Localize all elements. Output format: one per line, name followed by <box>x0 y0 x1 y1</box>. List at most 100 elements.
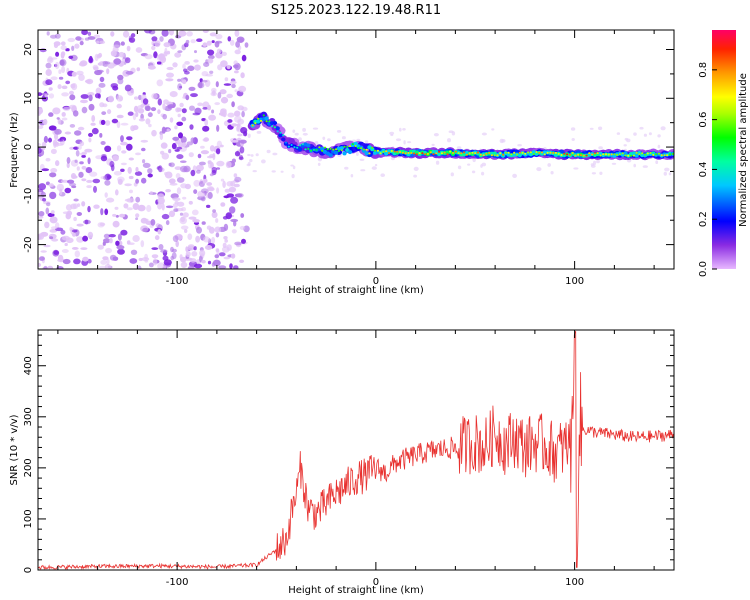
noise-speckle <box>60 45 67 51</box>
noise-speckle <box>85 167 93 174</box>
noise-speckle <box>142 159 146 164</box>
noise-speckle <box>166 128 170 132</box>
noise-speckle <box>45 79 53 86</box>
noise-speckle <box>224 188 231 193</box>
noise-speckle <box>147 65 156 70</box>
noise-speckle <box>94 93 101 99</box>
signal-mark <box>382 150 385 153</box>
noise-speckle <box>135 217 139 220</box>
signal-mark <box>454 150 457 153</box>
noise-speckle <box>234 49 241 55</box>
noise-speckle <box>100 155 108 162</box>
noise-speckle <box>171 142 177 150</box>
signal-mark <box>635 151 638 154</box>
noise-speckle <box>46 57 54 64</box>
noise-speckle <box>140 139 149 143</box>
noise-speckle <box>192 112 201 116</box>
signal-mark <box>412 152 416 155</box>
signal-mark <box>641 152 644 155</box>
noise-speckle <box>87 36 96 40</box>
noise-speckle <box>67 37 76 43</box>
noise-speckle <box>112 44 121 49</box>
noise-speckle <box>223 83 232 86</box>
noise-speckle <box>598 146 603 150</box>
noise-speckle <box>112 220 120 228</box>
noise-speckle <box>215 248 220 253</box>
signal-mark <box>485 152 488 155</box>
noise-speckle <box>230 253 236 259</box>
signal-mark <box>566 153 569 156</box>
noise-speckle <box>87 157 91 165</box>
noise-speckle <box>193 189 198 195</box>
noise-speckle <box>660 126 666 131</box>
noise-speckle <box>359 158 365 161</box>
noise-speckle <box>413 166 419 171</box>
noise-speckle <box>49 229 58 233</box>
noise-speckle <box>156 79 164 87</box>
signal-mark <box>296 146 299 149</box>
signal-mark <box>657 152 661 155</box>
noise-speckle <box>76 236 84 243</box>
noise-speckle <box>48 125 57 131</box>
signal-mark <box>502 153 505 156</box>
noise-speckle <box>181 142 187 147</box>
noise-speckle <box>45 157 51 162</box>
noise-speckle <box>61 112 66 117</box>
noise-speckle <box>623 144 627 147</box>
noise-speckle <box>182 63 186 70</box>
noise-speckle <box>203 62 210 67</box>
noise-speckle <box>115 240 120 246</box>
noise-speckle <box>103 175 107 180</box>
signal-mark <box>666 154 669 157</box>
noise-speckle <box>45 207 50 215</box>
noise-speckle <box>633 163 636 168</box>
signal-mark <box>599 154 602 157</box>
noise-speckle <box>212 259 221 267</box>
noise-speckle <box>48 93 55 99</box>
noise-speckle <box>134 171 143 176</box>
noise-speckle <box>169 91 178 98</box>
signal-mark <box>321 149 324 152</box>
x-tick-label: -100 <box>166 276 189 287</box>
noise-speckle <box>435 160 440 165</box>
snr-plot-area <box>38 331 674 570</box>
noise-speckle <box>175 107 180 113</box>
signal-mark <box>660 154 663 157</box>
signal-mark <box>496 154 499 157</box>
noise-speckle <box>176 154 184 160</box>
signal-mark <box>607 153 610 156</box>
noise-speckle <box>135 47 143 53</box>
signal-mark <box>538 151 541 154</box>
noise-speckle <box>206 182 213 186</box>
noise-speckle <box>229 263 233 269</box>
noise-speckle <box>80 247 88 251</box>
noise-speckle <box>227 112 235 118</box>
noise-speckle <box>65 80 71 85</box>
colorbar-gradient <box>712 30 736 269</box>
noise-speckle <box>130 249 138 255</box>
noise-speckle <box>46 31 50 36</box>
noise-speckle <box>160 249 168 253</box>
signal-mark <box>593 152 597 155</box>
signal-mark <box>259 119 263 122</box>
noise-speckle <box>457 165 462 170</box>
noise-speckle <box>120 135 124 143</box>
signal-mark <box>457 152 460 155</box>
noise-speckle <box>151 93 158 100</box>
noise-speckle <box>208 226 215 234</box>
noise-speckle <box>157 165 163 173</box>
noise-speckle <box>185 251 191 258</box>
noise-speckle <box>104 145 112 152</box>
signal-mark <box>362 148 365 151</box>
noise-speckle <box>138 94 142 101</box>
y-tick-label: -10 <box>23 188 34 204</box>
signal-mark <box>616 153 619 156</box>
signal-mark <box>652 154 655 156</box>
noise-speckle <box>240 213 245 218</box>
snr-x-axis-label: Height of straight line (km) <box>288 585 424 596</box>
noise-speckle <box>215 232 220 238</box>
signal-mark <box>632 154 636 157</box>
signal-mark <box>279 131 282 134</box>
noise-speckle <box>207 49 215 56</box>
noise-speckle <box>234 30 240 37</box>
